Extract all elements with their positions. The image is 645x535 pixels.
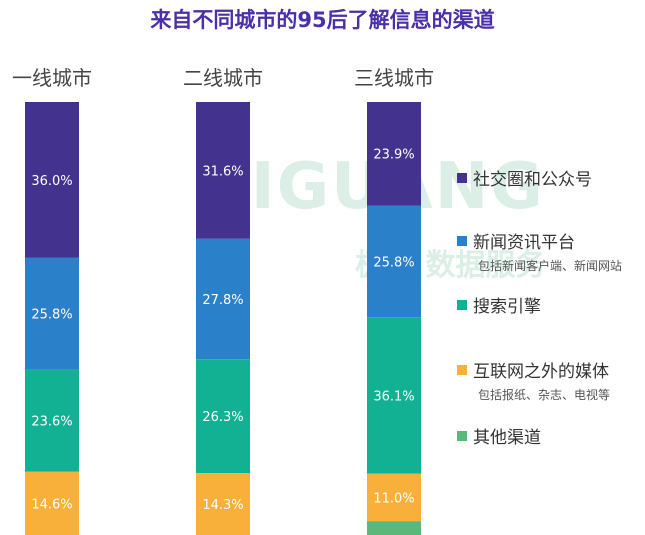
bar-tier1-offline (25, 471, 79, 535)
legend-label-search: 搜索引擎 (473, 297, 541, 317)
value-label-tier1-social: 36.0% (31, 174, 72, 189)
value-label-tier2-offline: 14.3% (202, 498, 243, 513)
bar-tier2-offline (196, 473, 250, 535)
value-label-tier1-search: 23.6% (31, 415, 72, 430)
value-label-tier2-social: 31.6% (202, 164, 243, 179)
bar-tier3-other (367, 521, 421, 535)
legend-news: 新闻资讯平台 (457, 228, 575, 253)
legend-search: 搜索引擎 (457, 292, 541, 317)
legend-social: 社交圈和公众号 (457, 165, 592, 190)
value-label-tier1-offline: 14.6% (31, 497, 72, 512)
value-label-tier3-news: 25.8% (373, 255, 414, 270)
bar-tier2-news (196, 238, 250, 360)
legend-swatch-social (457, 172, 467, 183)
value-label-tier3-search: 36.1% (373, 389, 414, 404)
bar-tier3-search (367, 317, 421, 474)
legend-offline: 互联网之外的媒体 (457, 357, 609, 382)
legend-sub-offline: 包括报纸、杂志、电视等 (478, 388, 611, 402)
value-label-tier1-news: 25.8% (31, 308, 72, 323)
legend-label-other: 其他渠道 (473, 428, 541, 448)
bar-tier3-social (367, 102, 421, 206)
value-label-tier3-social: 23.9% (373, 148, 414, 163)
category-label-tier3: 三线城市 (354, 66, 434, 90)
bar-tier1-social (25, 102, 79, 258)
bar-tier3-offline (367, 473, 421, 522)
category-label-tier1: 一线城市 (12, 66, 92, 90)
bar-tier1-search (25, 369, 79, 472)
bar-tier2-search (196, 359, 250, 474)
legend-swatch-other (457, 430, 467, 441)
legend-label-news: 新闻资讯平台 (473, 233, 575, 253)
bar-tier1-news (25, 257, 79, 370)
legend-swatch-news (457, 235, 467, 246)
chart-title: 来自不同城市的95后了解信息的渠道 (150, 8, 495, 32)
value-label-tier3-offline: 11.0% (373, 491, 414, 506)
legend-other: 其他渠道 (457, 423, 541, 448)
bar-tier2-social (196, 102, 250, 239)
value-label-tier2-news: 27.8% (202, 293, 243, 308)
legend-swatch-offline (457, 364, 467, 375)
value-label-tier2-search: 26.3% (202, 410, 243, 425)
legend-label-offline: 互联网之外的媒体 (473, 362, 609, 382)
bar-tier3-news (367, 205, 421, 318)
legend-swatch-search (457, 299, 467, 310)
category-label-tier2: 二线城市 (183, 66, 263, 90)
legend-sub-news: 包括新闻客户端、新闻网站 (478, 259, 623, 273)
legend-label-social: 社交圈和公众号 (473, 170, 592, 190)
